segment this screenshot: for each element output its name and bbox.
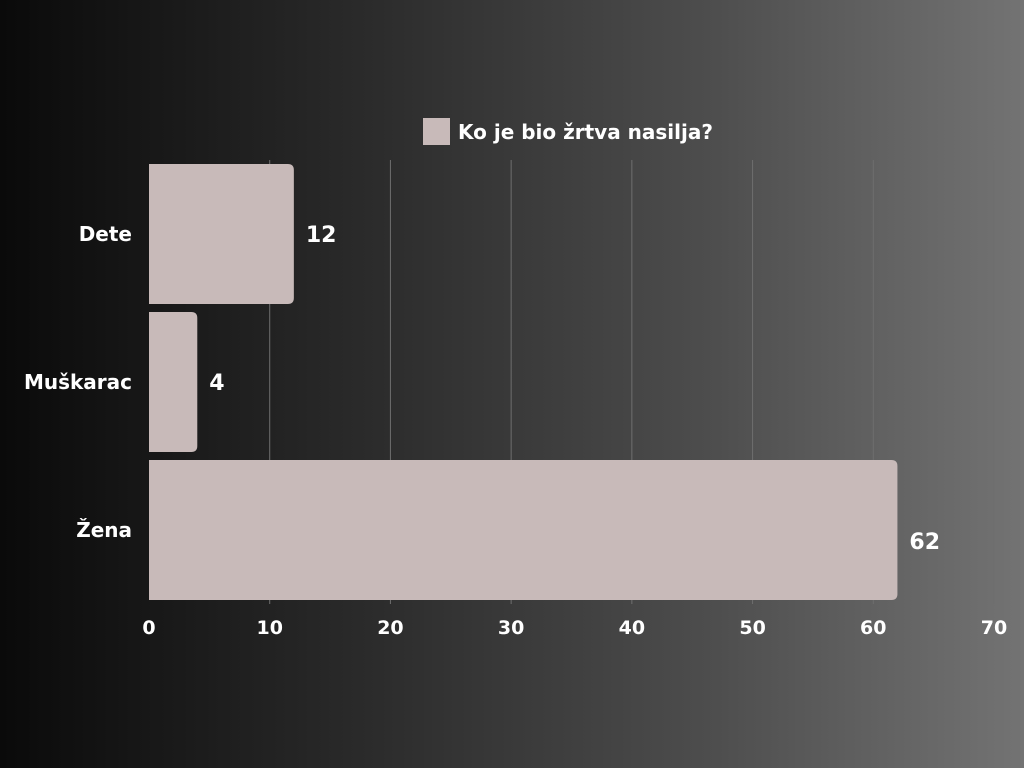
gridlines bbox=[269, 160, 995, 604]
bar-muskarac bbox=[149, 312, 198, 452]
value-labels: 12 4 62 bbox=[209, 223, 940, 555]
category-label-muskarac: Muškarac bbox=[24, 370, 132, 394]
x-axis: 0 10 20 30 40 50 60 70 bbox=[142, 617, 1007, 639]
value-label-dete: 12 bbox=[306, 223, 337, 248]
legend-swatch bbox=[423, 118, 450, 145]
bar-zena bbox=[149, 460, 898, 600]
legend-label: Ko je bio žrtva nasilja? bbox=[458, 120, 713, 144]
legend: Ko je bio žrtva nasilja? bbox=[423, 118, 713, 145]
x-tick-label-0: 0 bbox=[142, 617, 155, 639]
x-tick-label-20: 20 bbox=[377, 617, 403, 639]
value-label-muskarac: 4 bbox=[209, 371, 224, 396]
x-tick-label-10: 10 bbox=[256, 617, 282, 639]
category-labels: Dete Muškarac Žena bbox=[24, 222, 132, 542]
x-tick-label-70: 70 bbox=[981, 617, 1007, 639]
category-label-dete: Dete bbox=[79, 222, 132, 246]
value-label-zena: 62 bbox=[909, 530, 940, 555]
category-label-zena: Žena bbox=[76, 518, 132, 542]
bar-dete bbox=[149, 164, 294, 304]
x-tick-label-40: 40 bbox=[619, 617, 645, 639]
x-tick-label-30: 30 bbox=[498, 617, 524, 639]
x-tick-label-60: 60 bbox=[860, 617, 886, 639]
bars bbox=[149, 164, 898, 600]
x-tick-label-50: 50 bbox=[739, 617, 765, 639]
